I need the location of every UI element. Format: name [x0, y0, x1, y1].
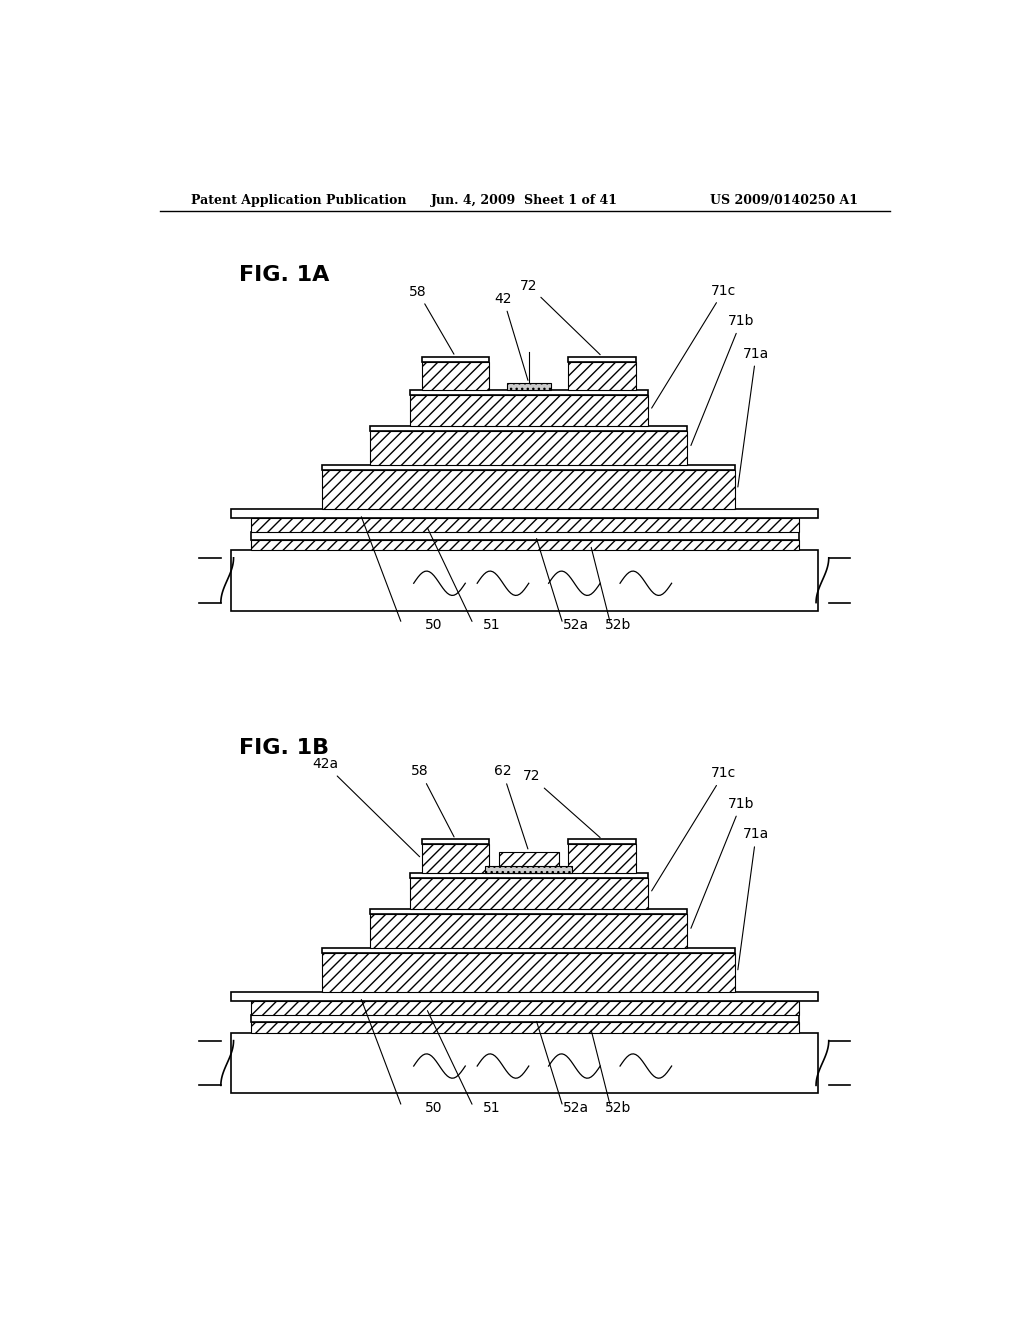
Bar [231, 510, 818, 519]
Bar [231, 549, 818, 611]
Text: 58: 58 [412, 764, 454, 837]
Bar [568, 840, 636, 845]
Text: Patent Application Publication: Patent Application Publication [191, 194, 407, 207]
Bar [231, 1032, 818, 1093]
Bar [410, 395, 648, 426]
Text: 71c: 71c [651, 767, 736, 891]
Bar [422, 845, 489, 873]
Bar [370, 908, 687, 913]
Bar [323, 948, 735, 953]
Bar [323, 470, 735, 510]
Text: 52a: 52a [563, 1101, 590, 1114]
Text: 71a: 71a [738, 828, 769, 970]
Text: 42: 42 [495, 292, 528, 380]
Bar [410, 391, 648, 395]
Bar [370, 430, 687, 466]
Bar [568, 845, 636, 873]
Bar [410, 878, 648, 908]
Text: US 2009/0140250 A1: US 2009/0140250 A1 [710, 194, 858, 207]
Bar [323, 466, 735, 470]
Text: 72: 72 [520, 279, 600, 355]
Bar [410, 873, 648, 878]
Bar [485, 866, 572, 873]
Text: Jun. 4, 2009  Sheet 1 of 41: Jun. 4, 2009 Sheet 1 of 41 [431, 194, 618, 207]
Text: 71c: 71c [651, 284, 736, 408]
Text: 71a: 71a [738, 347, 769, 487]
Bar [251, 540, 799, 549]
Text: 42a: 42a [312, 758, 420, 857]
Bar [251, 519, 799, 532]
Text: 71b: 71b [691, 314, 755, 446]
Bar [422, 840, 489, 845]
Text: FIG. 1A: FIG. 1A [240, 265, 330, 285]
Bar [251, 1001, 799, 1015]
Bar [568, 356, 636, 362]
Text: FIG. 1B: FIG. 1B [240, 738, 330, 758]
Bar [251, 1015, 799, 1022]
Text: 50: 50 [425, 1101, 442, 1114]
Bar [507, 383, 551, 391]
Text: 58: 58 [409, 285, 454, 354]
Text: 72: 72 [522, 770, 600, 838]
Bar [323, 953, 735, 991]
Text: 52a: 52a [563, 618, 590, 632]
Bar [251, 532, 799, 540]
Text: 51: 51 [482, 1101, 501, 1114]
Bar [422, 356, 489, 362]
Bar [568, 362, 636, 391]
Text: 62: 62 [494, 764, 528, 849]
Bar [231, 991, 818, 1001]
Text: 51: 51 [482, 618, 501, 632]
Bar [499, 851, 558, 873]
Text: 50: 50 [425, 618, 442, 632]
Bar [370, 426, 687, 430]
Text: 52b: 52b [605, 1101, 632, 1114]
Text: 71b: 71b [691, 797, 755, 928]
Text: 52b: 52b [605, 618, 632, 632]
Bar [422, 362, 489, 391]
Bar [251, 1022, 799, 1032]
Bar [370, 913, 687, 948]
